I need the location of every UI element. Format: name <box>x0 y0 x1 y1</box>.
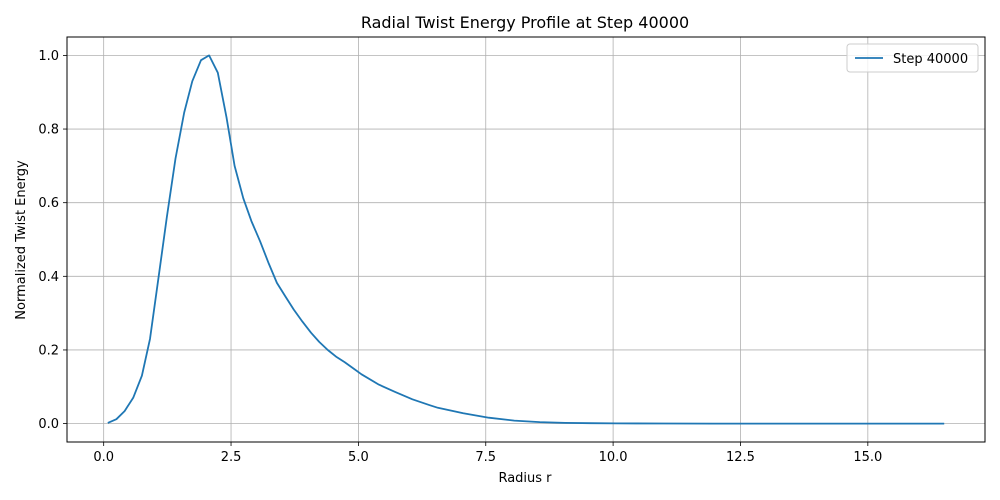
y-tick-label: 0.0 <box>38 417 59 432</box>
y-tick-label: 0.6 <box>38 196 59 211</box>
legend-label: Step 40000 <box>893 52 968 67</box>
x-axis: 0.0 2.5 5.0 7.5 10.0 12.5 15.0 <box>93 442 882 465</box>
chart-title: Radial Twist Energy Profile at Step 4000… <box>361 13 689 32</box>
y-axis: 0.0 0.2 0.4 0.6 0.8 1.0 <box>38 49 67 432</box>
y-tick-label: 0.2 <box>38 343 59 358</box>
y-axis-label: Normalized Twist Energy <box>14 160 29 320</box>
legend: Step 40000 <box>846 43 979 73</box>
series-line <box>107 54 945 425</box>
plot-frame <box>66 36 986 443</box>
y-tick-label: 0.4 <box>38 270 59 285</box>
y-tick-label: 0.8 <box>38 123 59 138</box>
grid <box>67 37 985 442</box>
x-tick-label: 5.0 <box>348 450 369 465</box>
x-tick-label: 10.0 <box>599 450 628 465</box>
y-tick-label: 1.0 <box>38 49 59 64</box>
x-tick-label: 2.5 <box>221 450 242 465</box>
series-layer <box>107 54 945 425</box>
x-tick-label: 7.5 <box>475 450 496 465</box>
x-axis-label: Radius r <box>498 471 552 486</box>
x-tick-label: 15.0 <box>853 450 882 465</box>
x-tick-label: 0.0 <box>93 450 114 465</box>
legend-box <box>846 43 979 73</box>
x-tick-label: 12.5 <box>726 450 755 465</box>
